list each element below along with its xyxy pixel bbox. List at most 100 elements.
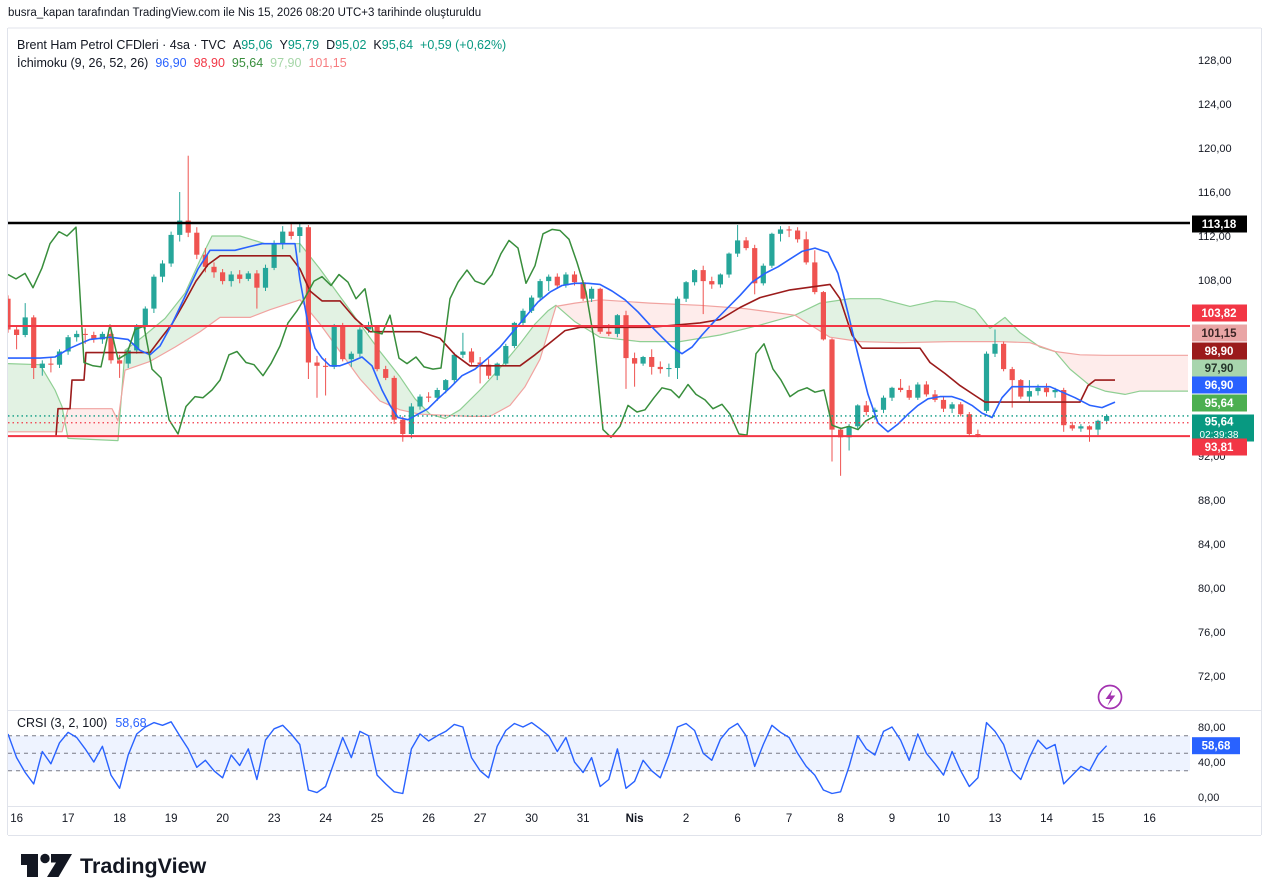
price-tick: 116,00 — [1198, 187, 1231, 199]
price-tick: 88,00 — [1198, 495, 1226, 507]
chikou-line — [8, 226, 876, 439]
crsi-title: CRSI (3, 2, 100) — [17, 716, 108, 730]
time-tick: Nis — [626, 813, 644, 825]
time-tick: 30 — [525, 813, 538, 825]
price-label[interactable]: 98,90 — [1192, 342, 1247, 360]
price-label[interactable]: 95,64 — [1192, 394, 1247, 412]
time-tick: 27 — [474, 813, 487, 825]
price-tick: 124,00 — [1198, 99, 1232, 111]
ohlc-field: Y95,79 — [279, 38, 320, 52]
price-label[interactable]: 93,81 — [1192, 438, 1247, 456]
ichimoku-value: 95,64 — [231, 56, 264, 70]
svg-text:101,15: 101,15 — [1201, 328, 1237, 340]
indicator-values: 96,90 98,90 95,64 97,90 101,15 — [148, 56, 346, 70]
indicator-title: İchimoku (9, 26, 52, 26) — [17, 56, 149, 70]
pane-borders — [7, 27, 1262, 836]
chart-legend: Brent Ham Petrol CFDleri · 4sa · TVC A95,… — [17, 36, 506, 72]
price-tick: 108,00 — [1198, 275, 1232, 287]
senkou-a-line — [8, 235, 1188, 442]
flash-icon[interactable] — [1097, 684, 1123, 710]
crsi-line — [8, 721, 1108, 795]
crsi-value-text: 58,68 — [115, 716, 147, 730]
price-label[interactable]: 101,15 — [1192, 324, 1247, 342]
time-tick: 14 — [1040, 813, 1053, 825]
logo-glyph-1 — [21, 854, 38, 877]
time-tick: 9 — [889, 813, 895, 825]
time-tick: 16 — [1143, 813, 1156, 825]
svg-text:95,64: 95,64 — [1205, 398, 1234, 410]
time-axis[interactable]: 16 17 18 19 20 23 24 25 26 27 30 31 Nis 2 6 7 8 9 10 13 14 15… — [10, 813, 1156, 825]
crsi-tick: 40,00 — [1198, 757, 1226, 769]
price-tick: 72,00 — [1198, 671, 1226, 683]
attribution-text: busra_kapan tarafından TradingView.com i… — [8, 7, 482, 19]
time-tick: 13 — [989, 813, 1002, 825]
time-tick: 10 — [937, 813, 950, 825]
kijun-line — [8, 255, 1115, 438]
svg-text:103,82: 103,82 — [1201, 308, 1236, 320]
time-tick: 6 — [734, 813, 740, 825]
time-tick: 18 — [113, 813, 126, 825]
crsi-legend-row[interactable]: CRSI (3, 2, 100) 58,68 — [17, 716, 147, 730]
ichimoku-value: 96,90 — [155, 56, 187, 70]
price-label[interactable]: 103,82 — [1192, 304, 1247, 322]
svg-text:96,90: 96,90 — [1205, 380, 1234, 392]
price-tick: 128,00 — [1198, 55, 1232, 67]
tradingview-footer[interactable]: TradingView — [20, 845, 280, 885]
logo-text: TradingView — [80, 854, 207, 878]
svg-text:58,68: 58,68 — [1202, 741, 1231, 753]
change-text: +0,59 (+0,62%) — [420, 38, 507, 52]
time-tick: 17 — [62, 813, 75, 825]
indicator-legend-row[interactable]: İchimoku (9, 26, 52, 26) 96,90 98,90 95,64 9… — [17, 54, 506, 72]
countdown-timer: 02:39:38 — [1200, 430, 1239, 441]
price-tick: 84,00 — [1198, 539, 1226, 551]
symbol-title: Brent Ham Petrol CFDleri · 4sa · TVC — [17, 38, 226, 52]
ohlc-values: A95,06 Y95,79 D95,02 K95,64 — [226, 38, 413, 52]
logo-glyph-7 — [47, 854, 72, 877]
price-tick: 112,00 — [1198, 231, 1231, 243]
time-tick: 2 — [683, 813, 689, 825]
svg-text:93,81: 93,81 — [1205, 442, 1234, 454]
crsi-tick: 80,00 — [1198, 722, 1226, 734]
price-axis[interactable]: 128,00124,00120,00116,00112,00108,0092,0… — [1198, 55, 1232, 683]
time-tick: 25 — [371, 813, 384, 825]
symbol-legend-row[interactable]: Brent Ham Petrol CFDleri · 4sa · TVC A95,… — [17, 36, 506, 54]
price-tick: 120,00 — [1198, 143, 1232, 155]
svg-text:97,90: 97,90 — [1205, 363, 1234, 375]
price-tick: 80,00 — [1198, 583, 1226, 595]
crsi-value: 58,68 — [115, 716, 146, 730]
time-tick: 24 — [319, 813, 332, 825]
svg-text:95,64: 95,64 — [1205, 417, 1234, 429]
time-tick: 31 — [577, 813, 590, 825]
time-tick: 26 — [422, 813, 435, 825]
ichimoku-value: 101,15 — [308, 56, 347, 70]
time-tick: 15 — [1092, 813, 1105, 825]
horizontal-lines[interactable] — [8, 221, 1190, 438]
ohlc-field: D95,02 — [326, 38, 367, 52]
price-label[interactable]: 96,90 — [1192, 376, 1247, 394]
time-tick: 23 — [268, 813, 281, 825]
ohlc-field: A95,06 — [232, 38, 273, 52]
tenkan-line — [8, 242, 1116, 433]
crsi-value-label — [1192, 737, 1240, 755]
ichimoku-value: 98,90 — [193, 56, 225, 70]
logo-glyph-dot — [40, 853, 50, 864]
time-tick: 20 — [216, 813, 229, 825]
svg-text:98,90: 98,90 — [1205, 346, 1234, 358]
time-tick: 7 — [786, 813, 792, 825]
crsi-axis[interactable]: 80,00 40,00 0,00 58,68 — [1192, 722, 1240, 804]
price-label[interactable]: 113,18 — [1192, 215, 1247, 233]
svg-text:113,18: 113,18 — [1202, 219, 1237, 231]
price-label[interactable]: 95,64 02:39:38 — [1192, 414, 1254, 442]
time-tick: 19 — [165, 813, 178, 825]
ichimoku-value: 97,90 — [270, 56, 302, 70]
price-tick: 76,00 — [1198, 627, 1226, 639]
time-tick: 16 — [10, 813, 23, 825]
price-label[interactable]: 97,90 — [1192, 359, 1247, 377]
time-tick: 8 — [837, 813, 843, 825]
crsi-tick: 0,00 — [1198, 792, 1219, 804]
change-value: +0,59 (+0,62%) — [413, 38, 506, 52]
tradingview-logo: TradingView — [21, 853, 207, 878]
crsi-pane — [8, 721, 1190, 795]
